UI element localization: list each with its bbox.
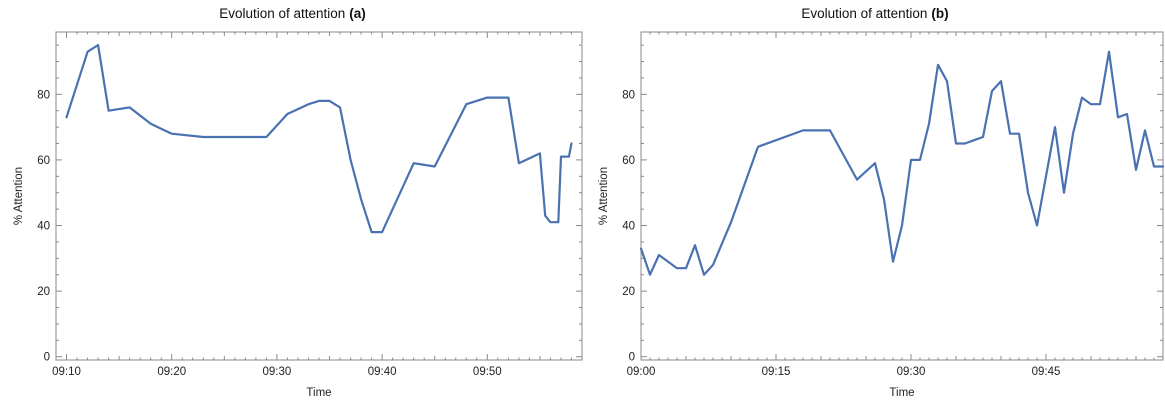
y-tick-label: 0 [629, 352, 635, 364]
y-axis-label: % Attention [13, 167, 25, 225]
y-tick-label: 40 [37, 221, 50, 233]
chart-panel-a: Evolution of attention (a) 0 20 40 60 80 09:10… [0, 6, 585, 399]
chart-panel-b: Evolution of attention (b) 0 20 40 60 80 09:00… [585, 0, 1165, 400]
plot-frame [640, 31, 1164, 361]
chart-title-a: Evolution of attention (a) [0, 6, 585, 21]
chart-title-text: Evolution of attention [801, 6, 928, 21]
y-tick-label: 80 [37, 89, 50, 101]
x-axis-label: Time [889, 387, 914, 399]
x-tick-label: 09:30 [897, 366, 926, 378]
y-tick-label: 20 [37, 286, 50, 298]
x-tick-label: 09:10 [52, 366, 81, 378]
x-tick-label: 09:45 [1032, 366, 1061, 378]
series-line [65, 43, 573, 234]
y-tick-label: 20 [622, 286, 635, 298]
x-axis-label: Time [306, 387, 331, 399]
chart-title-tag: (a) [349, 6, 366, 21]
series-line [639, 50, 1165, 276]
chart-title-tag: (b) [931, 6, 949, 21]
chart-title-text: Evolution of attention [219, 6, 346, 21]
x-tick-label: 09:50 [473, 366, 502, 378]
line-chart-a: 0 20 40 60 80 09:10 09:20 09:30 09:40 09:50 Time % … [13, 31, 583, 399]
x-tick-label: 09:20 [157, 366, 186, 378]
plot-frame [55, 31, 583, 361]
y-tick-label: 60 [37, 155, 50, 167]
y-axis-label: % Attention [598, 167, 610, 225]
x-tick-label: 09:15 [762, 366, 791, 378]
y-tick-label: 40 [622, 221, 635, 233]
y-tick-label: 60 [622, 155, 635, 167]
y-tick-label: 0 [44, 352, 50, 364]
x-tick-label: 09:00 [627, 366, 656, 378]
x-tick-label: 09:40 [368, 366, 397, 378]
line-chart-b: 0 20 40 60 80 09:00 09:15 09:30 09:45 Time % Atten… [598, 31, 1165, 399]
chart-title-b: Evolution of attention (b) [585, 6, 1165, 21]
y-tick-label: 80 [622, 89, 635, 101]
x-tick-label: 09:30 [263, 366, 292, 378]
